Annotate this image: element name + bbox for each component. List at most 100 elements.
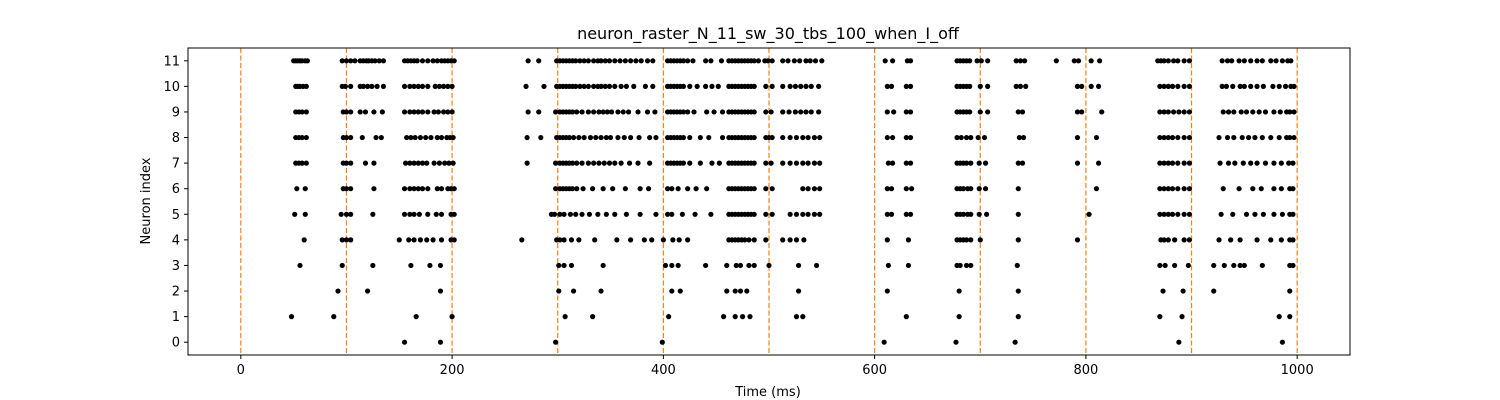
spike-n7-81 xyxy=(1095,160,1102,166)
spike-n2-3 xyxy=(556,288,562,294)
spike-n10-21 xyxy=(436,83,443,89)
spike-n3-33 xyxy=(1211,262,1217,269)
spike-n6-58 xyxy=(960,186,966,192)
spike-n5-23 xyxy=(595,211,601,217)
spike-n0-1 xyxy=(437,339,444,345)
spike-n10-77 xyxy=(884,83,890,89)
spike-n4-36 xyxy=(763,237,769,243)
spike-n0-5 xyxy=(953,339,959,345)
spike-n6-70 xyxy=(1181,186,1187,192)
spike-n8-71 xyxy=(884,134,890,141)
spike-n8-82 xyxy=(1020,134,1027,141)
spike-n10-18 xyxy=(419,83,426,89)
spike-n5-42 xyxy=(751,211,757,217)
spike-n4-4 xyxy=(396,237,402,243)
spike-n9-49 xyxy=(680,109,687,115)
spike-n9-89 xyxy=(1157,109,1163,115)
spike-n8-94 xyxy=(1231,134,1237,141)
spike-n7-58 xyxy=(763,160,769,166)
spike-n7-17 xyxy=(442,160,448,166)
spike-n7-91 xyxy=(1232,160,1238,166)
spike-n11-33 xyxy=(525,58,531,64)
spike-n8-89 xyxy=(1175,134,1181,141)
spike-n9-66 xyxy=(780,109,786,115)
spike-n3-23 xyxy=(905,262,912,269)
spike-n11-67 xyxy=(708,58,714,64)
spike-n10-73 xyxy=(798,83,804,89)
spike-n9-21 xyxy=(449,109,455,115)
spike-n2-11 xyxy=(744,288,750,294)
spike-n8-87 xyxy=(1165,134,1171,141)
spike-n4-22 xyxy=(641,237,647,243)
spike-n5-6 xyxy=(401,211,408,217)
spike-n7-78 xyxy=(1015,160,1021,166)
spike-n8-86 xyxy=(1161,134,1167,141)
spike-n9-23 xyxy=(536,109,542,115)
y-tick-label-2: 2 xyxy=(172,285,180,300)
spike-n4-40 xyxy=(801,237,807,243)
spike-n10-67 xyxy=(751,83,757,89)
spike-n4-57 xyxy=(1216,237,1222,243)
spike-n4-42 xyxy=(905,237,912,243)
spike-n5-67 xyxy=(1169,211,1176,217)
y-tick-label-6: 6 xyxy=(172,182,180,197)
spike-n3-20 xyxy=(795,262,802,269)
spike-n3-11 xyxy=(669,262,675,269)
spike-n8-35 xyxy=(607,134,614,141)
spike-n5-52 xyxy=(888,211,895,217)
spike-n8-74 xyxy=(907,134,914,141)
spike-n6-71 xyxy=(1186,186,1193,192)
spike-n6-8 xyxy=(411,186,417,192)
spike-n3-14 xyxy=(724,262,730,269)
spike-n6-66 xyxy=(1161,186,1167,192)
spike-n10-13 xyxy=(380,83,387,89)
spike-n9-91 xyxy=(1165,109,1171,115)
spike-n11-10 xyxy=(352,58,358,64)
spike-n10-14 xyxy=(401,83,408,89)
spike-n6-79 xyxy=(1290,186,1296,192)
spike-n11-91 xyxy=(889,58,896,64)
spike-n10-85 xyxy=(967,83,973,89)
spike-n11-83 xyxy=(785,58,791,64)
spike-n4-55 xyxy=(1181,237,1187,243)
spike-n9-30 xyxy=(574,109,580,115)
spike-n5-57 xyxy=(960,211,966,217)
spike-n10-90 xyxy=(1023,83,1029,89)
y-tick-label-5: 5 xyxy=(172,208,180,223)
spike-n5-53 xyxy=(903,211,909,217)
spike-n11-55 xyxy=(638,58,644,64)
spike-n7-97 xyxy=(1278,160,1284,166)
spike-n6-4 xyxy=(348,186,354,192)
spike-n7-5 xyxy=(343,160,350,166)
spike-n7-77 xyxy=(982,160,989,166)
spike-n4-16 xyxy=(561,237,567,243)
spike-n10-104 xyxy=(1230,83,1236,89)
spike-n5-3 xyxy=(343,211,350,217)
spike-n7-29 xyxy=(585,160,591,166)
spike-n6-27 xyxy=(610,186,616,192)
spike-n10-41 xyxy=(606,83,613,89)
spike-n4-9 xyxy=(430,237,436,243)
spike-n11-80 xyxy=(765,58,771,64)
spike-n3-36 xyxy=(1237,262,1243,269)
spike-n5-19 xyxy=(567,211,574,217)
spike-n8-99 xyxy=(1268,134,1274,141)
spike-n3-30 xyxy=(1162,262,1168,269)
spike-n3-40 xyxy=(1290,262,1296,269)
spike-n10-33 xyxy=(573,83,579,89)
spike-n10-46 xyxy=(642,83,649,89)
spike-n9-15 xyxy=(419,109,426,115)
spike-n4-1 xyxy=(339,237,345,243)
spike-n4-18 xyxy=(576,237,582,243)
spike-n4-15 xyxy=(557,237,563,243)
spike-n4-34 xyxy=(746,237,752,243)
spike-n6-9 xyxy=(415,186,421,192)
y-axis-label: Neuron index xyxy=(139,157,154,244)
spike-n8-93 xyxy=(1224,134,1231,141)
spike-n11-18 xyxy=(380,58,387,64)
spike-n7-27 xyxy=(574,160,580,166)
spike-n11-34 xyxy=(536,58,542,64)
spike-n5-0 xyxy=(292,211,298,217)
spike-n8-33 xyxy=(598,134,604,141)
spike-n6-16 xyxy=(451,186,457,192)
